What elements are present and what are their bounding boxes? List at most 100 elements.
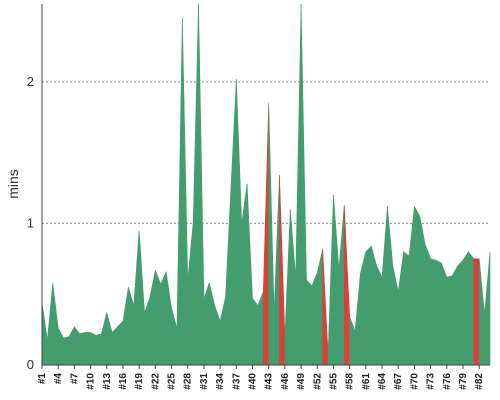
area-segment-#4	[52, 282, 59, 366]
x-tick-label-#25: #25	[167, 373, 178, 390]
x-tick-label-#28: #28	[183, 373, 194, 390]
highlight-segment-#46	[279, 175, 286, 366]
area-segment-#64	[376, 265, 383, 366]
area-segment-#16	[117, 320, 124, 366]
area-segment-#53	[316, 248, 323, 366]
area-segment-#38	[236, 79, 243, 366]
x-tick-label-#55: #55	[328, 373, 339, 390]
area-segment-#8	[74, 325, 81, 366]
area-segment-#18	[128, 287, 135, 366]
area-segment-#24	[160, 271, 167, 366]
x-tick-label-#31: #31	[199, 373, 210, 390]
area-segment-#37	[230, 79, 237, 366]
x-tick-label-#52: #52	[312, 373, 323, 390]
x-tick-label-#46: #46	[280, 373, 291, 390]
x-tick-label-#79: #79	[458, 373, 469, 390]
area-segment-#65	[381, 206, 388, 366]
area-segment-#49	[295, 3, 302, 366]
area-segment-#73	[424, 244, 431, 366]
x-tick-label-#76: #76	[442, 373, 453, 390]
area-segment-#68	[397, 251, 404, 366]
area-segment-#10	[84, 332, 91, 366]
area-segment-#33	[209, 282, 216, 366]
area-segment-#6	[63, 336, 70, 366]
highlight-segment-#82	[473, 258, 480, 366]
area-segment-#40	[246, 183, 253, 366]
area-segment-#20	[138, 230, 145, 366]
area-segment-#55	[327, 195, 334, 366]
area-segment-#77	[446, 275, 453, 366]
area-segment-#72	[419, 216, 426, 366]
area-segment-#25	[165, 271, 172, 366]
area-segment-#57	[338, 205, 345, 366]
area-segment-#9	[79, 332, 86, 366]
area-segment-#69	[403, 251, 410, 366]
area-segment-#14	[106, 312, 113, 366]
x-tick-label-#61: #61	[361, 373, 372, 390]
y-tick-label-0: 0	[27, 357, 34, 372]
area-segment-#3	[47, 282, 54, 366]
x-tick-label-#82: #82	[474, 373, 485, 390]
area-segment-#62	[365, 245, 372, 366]
area-segment-#44	[268, 103, 275, 366]
area-segment-#28	[182, 18, 189, 366]
area-segment-#50	[300, 3, 307, 366]
y-tick-labels: 0 1 2	[27, 74, 34, 372]
area-segment-#71	[414, 206, 421, 366]
area-segment-#83	[478, 258, 485, 366]
area-segment-#56	[333, 195, 340, 366]
x-tick-label-#22: #22	[150, 373, 161, 390]
axes	[41, 4, 490, 366]
area-segment-#29	[187, 223, 194, 366]
area-segment-#7	[68, 326, 75, 366]
area-segment-#67	[392, 265, 399, 366]
x-tick-label-#19: #19	[134, 373, 145, 390]
x-tick-label-#49: #49	[296, 373, 307, 390]
x-tick-label-#64: #64	[377, 373, 388, 390]
x-tick-label-#7: #7	[69, 373, 80, 385]
x-tick-label-#16: #16	[118, 373, 129, 390]
area-segment-#41	[252, 297, 259, 366]
x-tick-label-#40: #40	[248, 373, 259, 390]
area-segment-#84	[484, 251, 491, 366]
area-segment-#26	[171, 308, 178, 366]
area-segment-#2	[41, 302, 48, 366]
area-segment-#59	[349, 316, 356, 366]
x-tick-label-#58: #58	[345, 373, 356, 390]
area-segment-#36	[225, 188, 232, 366]
highlight-segment-#43	[263, 103, 269, 366]
area-segment-#21	[144, 296, 151, 366]
x-tick-label-#37: #37	[231, 373, 242, 390]
x-tick-label-#13: #13	[102, 373, 113, 390]
area-segment-#76	[441, 262, 448, 366]
area-segment-#31	[198, 3, 205, 366]
area-segment-#15	[111, 326, 118, 366]
area-segment-#48	[289, 209, 296, 366]
x-tick-label-#43: #43	[264, 373, 275, 390]
y-tick-label-2: 2	[27, 74, 34, 89]
area-segment-#52	[311, 272, 318, 366]
area-segment-#23	[155, 270, 162, 366]
area-segment-#66	[387, 206, 394, 366]
area-segment-#17	[122, 287, 129, 366]
area-segment-#47	[284, 209, 291, 366]
area-segment-#80	[462, 250, 469, 366]
area-segment-#32	[203, 282, 210, 366]
area-segment-#34	[214, 305, 221, 366]
area-segment-#30	[192, 3, 199, 366]
area-segment-#22	[149, 270, 156, 366]
x-tick-labels: #1 #4 #7 #10 #13 #16 #19 #22 #25 #28 #31 #34 #37 #40 #…	[37, 365, 485, 390]
area-segment-#74	[430, 258, 437, 366]
area-segment-#79	[457, 259, 464, 366]
area-series	[41, 3, 491, 366]
x-tick-label-#70: #70	[409, 373, 420, 390]
x-tick-label-#4: #4	[53, 373, 64, 385]
area-segment-#60	[354, 272, 361, 366]
area-segment-#39	[241, 183, 248, 366]
area-segment-#45	[273, 175, 280, 366]
area-segment-#12	[95, 333, 102, 366]
area-segment-#27	[176, 18, 183, 366]
area-segment-#35	[219, 296, 226, 366]
